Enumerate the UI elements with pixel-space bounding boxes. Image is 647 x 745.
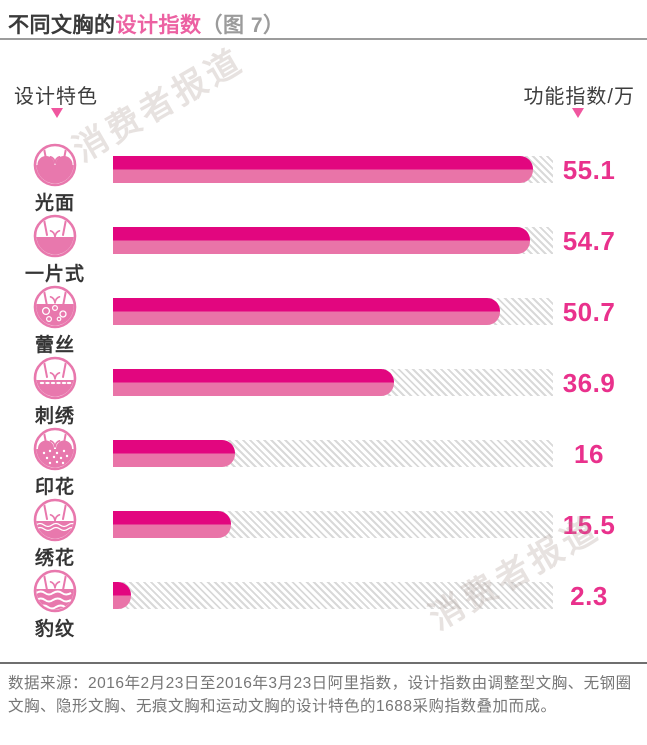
category-axis-label: 设计特色 <box>14 86 98 108</box>
bar-value: 16 <box>574 438 604 469</box>
category-label: 绣花 <box>34 548 75 569</box>
down-arrow-icon <box>572 108 584 118</box>
chart-row: 印花 16 <box>0 426 647 498</box>
smooth-bra-icon <box>33 143 77 187</box>
bar-track <box>113 227 553 254</box>
bar-track <box>113 582 553 609</box>
bar-value: 2.3 <box>570 580 608 611</box>
bar-fill <box>113 156 534 183</box>
one-piece-bra-icon <box>33 214 77 258</box>
bar-track <box>113 511 553 538</box>
category-label: 蕾丝 <box>34 335 75 356</box>
flower-embroidery-bra-icon <box>33 498 77 542</box>
bar-track <box>113 298 553 325</box>
title-highlight: 设计指数 <box>115 14 202 37</box>
data-source-note: 数据来源：2016年2月23日至2016年3月23日阿里指数，设计指数由调整型文… <box>0 662 647 745</box>
bar-fill <box>113 511 232 538</box>
category-label: 豹纹 <box>34 619 75 640</box>
bar-value: 36.9 <box>562 367 616 398</box>
title-prefix: 不同文胸的 <box>8 14 116 37</box>
bar-value: 55.1 <box>562 154 616 185</box>
bar-track <box>113 440 553 467</box>
bar-fill <box>113 227 531 254</box>
title-figure-number: （图 7） <box>201 14 285 37</box>
chart-row: 蕾丝 50.7 <box>0 284 647 356</box>
page-title: 不同文胸的设计指数（图 7） <box>0 0 647 40</box>
bar-fill <box>113 582 131 609</box>
value-axis-label: 功能指数/万 <box>523 86 635 108</box>
category-label: 印花 <box>34 477 75 498</box>
category-label: 一片式 <box>24 264 85 285</box>
chart-row: 刺绣 36.9 <box>0 355 647 427</box>
bar-fill <box>113 298 500 325</box>
chart-row: 豹纹 2.3 <box>0 568 647 640</box>
category-label: 光面 <box>34 193 75 214</box>
down-arrow-icon <box>51 108 63 118</box>
chart-rows: 光面 55.1 一片式 54.7 蕾丝 50.7 刺绣 36.9 印花 16 <box>0 142 647 640</box>
bar-value: 15.5 <box>562 509 616 540</box>
leopard-bra-icon <box>33 569 77 613</box>
bar-track <box>113 156 553 183</box>
chart-row: 一片式 54.7 <box>0 213 647 285</box>
lace-bra-icon <box>33 285 77 329</box>
embroidery-bra-icon <box>33 356 77 400</box>
bar-track <box>113 369 553 396</box>
bar-value: 54.7 <box>562 225 616 256</box>
bar-fill <box>113 369 395 396</box>
bar-fill <box>113 440 235 467</box>
chart-row: 光面 55.1 <box>0 142 647 214</box>
category-label: 刺绣 <box>34 406 75 427</box>
print-bra-icon <box>33 427 77 471</box>
bar-value: 50.7 <box>562 296 616 327</box>
chart-row: 绣花 15.5 <box>0 497 647 569</box>
